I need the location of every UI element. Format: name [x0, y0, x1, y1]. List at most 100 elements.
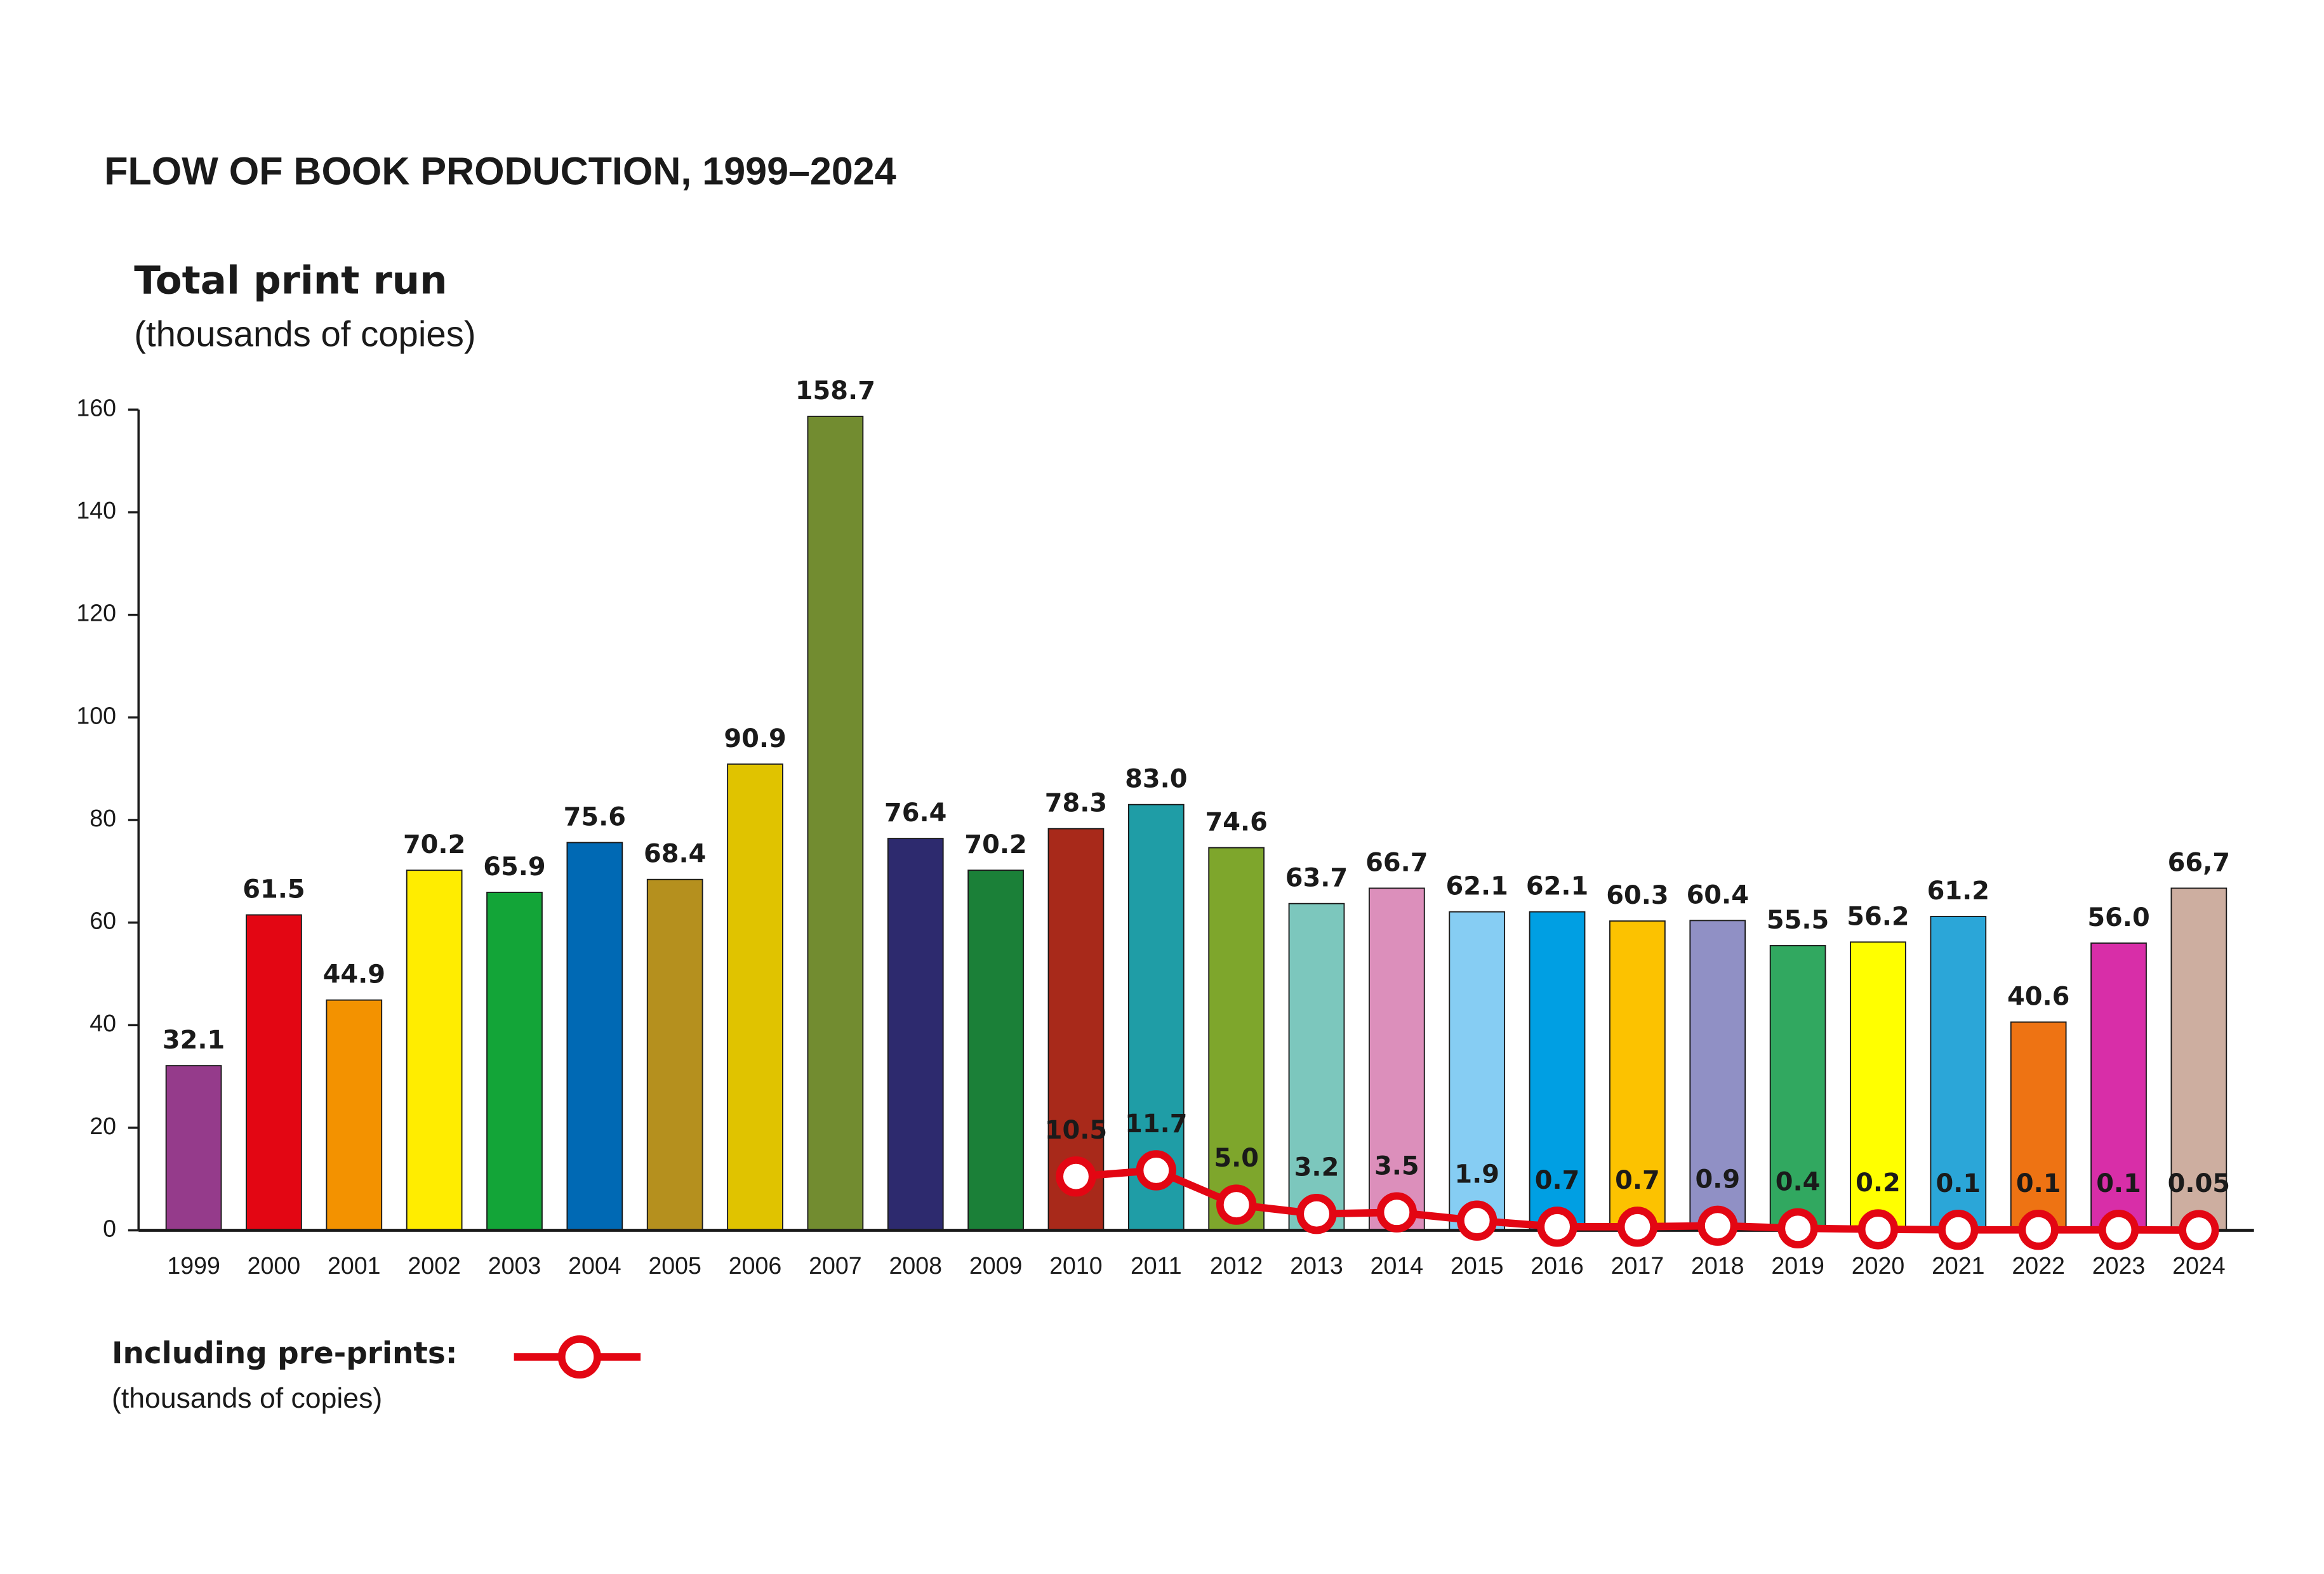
x-tick-label: 2008 — [889, 1252, 942, 1279]
line-value-label: 5.0 — [1214, 1144, 1259, 1173]
bar — [406, 870, 463, 1231]
line-point — [1857, 1209, 1899, 1250]
y-tick-label: 40 — [90, 1010, 116, 1036]
x-tick-label: 2021 — [1932, 1252, 1985, 1279]
y-axis-title: Total print run — [134, 258, 447, 303]
bar — [1689, 920, 1746, 1231]
bar — [1609, 920, 1666, 1231]
x-tick-label: 2005 — [648, 1252, 701, 1279]
x-tick-label: 2004 — [568, 1252, 621, 1279]
bar — [246, 914, 302, 1231]
line-value-label: 0.05 — [2168, 1169, 2230, 1198]
bar — [2010, 1021, 2067, 1231]
y-tick-label: 20 — [90, 1113, 116, 1139]
bar-value-label: 158.7 — [795, 376, 875, 406]
y-tick-label: 120 — [76, 600, 116, 626]
line-point — [1136, 1150, 1176, 1191]
bar — [326, 999, 383, 1231]
bar-value-label: 78.3 — [1045, 789, 1107, 818]
bar-value-label: 75.6 — [564, 802, 626, 831]
y-tick-label: 140 — [76, 497, 116, 524]
bar-value-label: 70.2 — [964, 830, 1026, 859]
line-point — [1617, 1207, 1658, 1247]
x-tick-label: 2007 — [809, 1252, 862, 1279]
line-point — [1056, 1156, 1096, 1197]
line-point — [1697, 1205, 1738, 1246]
legend-label: Including pre-prints: — [112, 1336, 458, 1371]
x-tick-label: 2009 — [969, 1252, 1023, 1279]
legend-marker — [557, 1335, 601, 1379]
x-tick-label: 2012 — [1210, 1252, 1263, 1279]
bar-value-label: 56.0 — [2087, 903, 2149, 932]
x-tick-label: 2016 — [1531, 1252, 1584, 1279]
x-tick-label: 1999 — [167, 1252, 220, 1279]
bar — [566, 842, 623, 1231]
bar — [1529, 911, 1586, 1231]
bar-value-label: 66,7 — [2168, 848, 2230, 877]
bar-value-label: 61.2 — [1927, 876, 1989, 906]
line-value-label: 10.5 — [1045, 1116, 1107, 1145]
x-tick-label: 2001 — [328, 1252, 381, 1279]
bar-value-label: 65.9 — [483, 852, 545, 882]
line-point — [1777, 1208, 1818, 1248]
line-value-label: 0.7 — [1535, 1166, 1580, 1195]
y-tick-label: 100 — [76, 702, 116, 729]
line-value-label: 0.7 — [1615, 1166, 1660, 1195]
x-tick-label: 2023 — [2092, 1252, 2146, 1279]
bar-value-label: 62.1 — [1446, 872, 1508, 901]
line-point — [1537, 1207, 1577, 1247]
x-tick-label: 2013 — [1290, 1252, 1343, 1279]
x-tick-label: 2020 — [1852, 1252, 1905, 1279]
y-axis-unit: (thousands of copies) — [134, 314, 475, 354]
bar-value-label: 62.1 — [1526, 872, 1588, 901]
x-tick-label: 2017 — [1611, 1252, 1664, 1279]
bar — [165, 1065, 222, 1231]
bar-value-label: 55.5 — [1767, 906, 1829, 935]
y-tick-label: 0 — [103, 1215, 116, 1241]
line-value-label: 11.7 — [1125, 1109, 1187, 1139]
bar-value-label: 74.6 — [1205, 808, 1267, 837]
bar — [2090, 942, 2147, 1231]
bar — [727, 763, 783, 1231]
bar — [646, 878, 703, 1231]
bar — [1369, 887, 1425, 1231]
bar — [486, 891, 543, 1231]
line-point — [2098, 1210, 2139, 1250]
bar-value-label: 61.5 — [242, 875, 305, 904]
bar-value-label: 68.4 — [644, 840, 706, 869]
bar-value-label: 63.7 — [1285, 864, 1348, 893]
bar-value-label: 83.0 — [1125, 765, 1187, 794]
x-tick-label: 2002 — [408, 1252, 461, 1279]
bar — [967, 870, 1024, 1231]
line-value-label: 0.2 — [1856, 1168, 1901, 1198]
line-value-label: 0.4 — [1776, 1167, 1821, 1196]
x-tick-label: 2018 — [1691, 1252, 1744, 1279]
x-tick-label: 2024 — [2172, 1252, 2226, 1279]
y-tick-label: 160 — [76, 394, 116, 421]
bar-value-label: 90.9 — [724, 724, 786, 753]
x-tick-label: 2015 — [1451, 1252, 1504, 1279]
y-tick-label: 60 — [90, 908, 116, 934]
line-point — [1938, 1210, 1979, 1250]
x-tick-label: 2010 — [1049, 1252, 1103, 1279]
bar — [1930, 915, 1987, 1231]
bar — [887, 838, 944, 1231]
legend-unit: (thousands of copies) — [112, 1383, 382, 1414]
x-tick-label: 2003 — [488, 1252, 541, 1279]
line-point — [2179, 1210, 2219, 1250]
line-value-label: 1.9 — [1454, 1160, 1499, 1189]
x-tick-label: 2014 — [1371, 1252, 1424, 1279]
x-tick-label: 2011 — [1131, 1252, 1182, 1279]
line-value-label: 3.5 — [1374, 1151, 1419, 1180]
line-point — [1296, 1193, 1337, 1234]
bar-value-label: 66.7 — [1365, 848, 1428, 877]
bar — [1769, 945, 1826, 1231]
bar-value-label: 60.4 — [1687, 880, 1749, 909]
bar — [807, 416, 864, 1231]
bar-value-label: 70.2 — [403, 830, 465, 859]
bar-value-label: 60.3 — [1606, 881, 1668, 910]
x-tick-label: 2000 — [248, 1252, 301, 1279]
x-tick-label: 2022 — [2012, 1252, 2065, 1279]
line-point — [1216, 1184, 1257, 1225]
